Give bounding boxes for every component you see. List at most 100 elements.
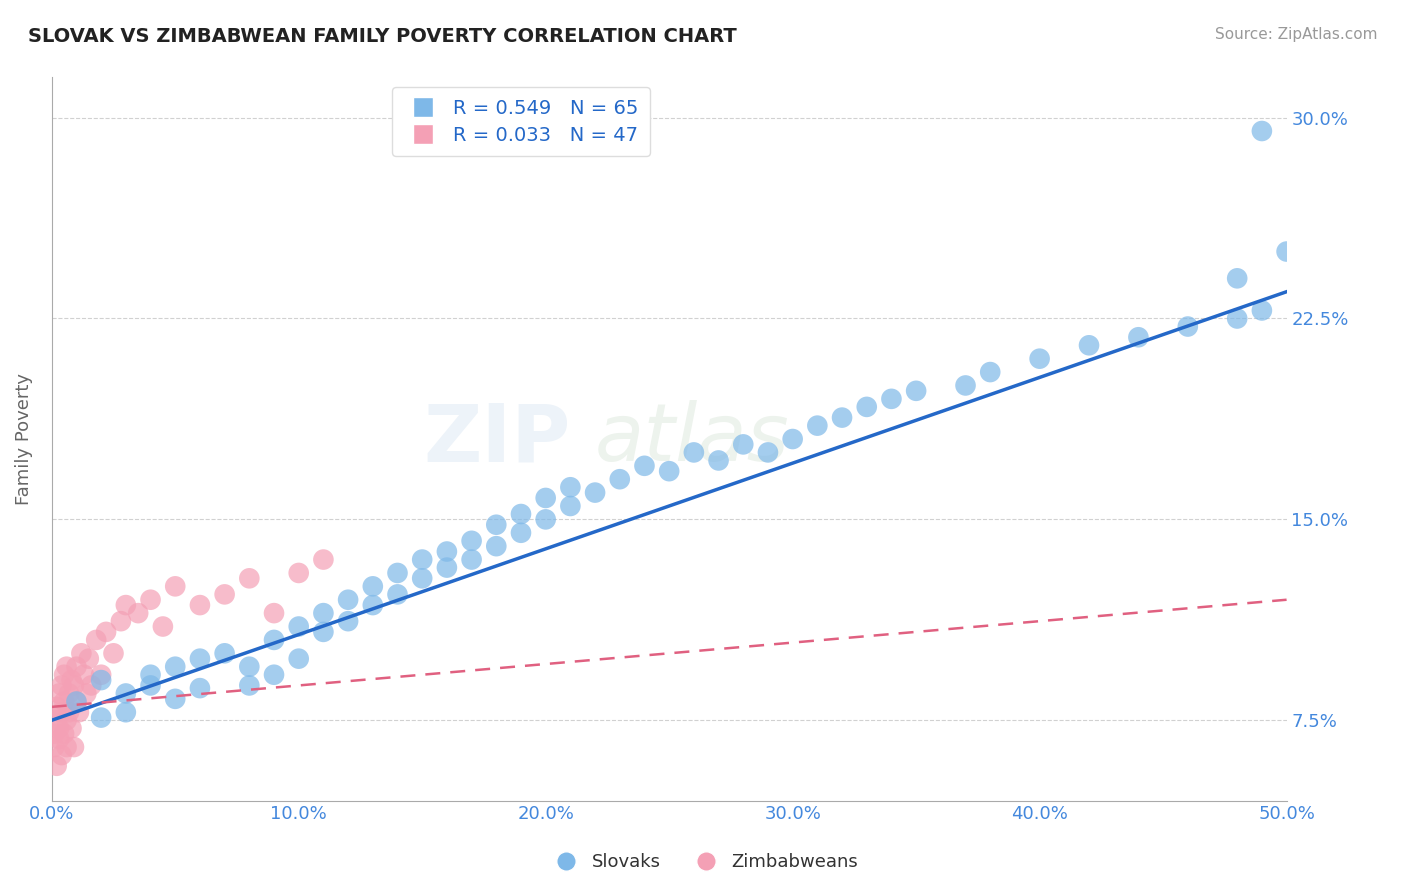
Point <box>387 587 409 601</box>
Point <box>58 705 80 719</box>
Point <box>73 667 96 681</box>
Point <box>90 667 112 681</box>
Point <box>115 598 138 612</box>
Point <box>880 392 903 406</box>
Point <box>165 691 187 706</box>
Point <box>287 619 309 633</box>
Point <box>139 678 162 692</box>
Point <box>51 705 73 719</box>
Point <box>45 759 67 773</box>
Point <box>80 678 103 692</box>
Point <box>683 445 706 459</box>
Point <box>1028 351 1050 366</box>
Point <box>44 740 66 755</box>
Point <box>485 539 508 553</box>
Point <box>90 673 112 687</box>
Point <box>534 512 557 526</box>
Point <box>115 705 138 719</box>
Point <box>44 726 66 740</box>
Point <box>263 667 285 681</box>
Point <box>60 721 83 735</box>
Point <box>287 566 309 580</box>
Point <box>411 552 433 566</box>
Point <box>312 552 335 566</box>
Point <box>48 731 70 746</box>
Point <box>263 632 285 647</box>
Point <box>45 713 67 727</box>
Point <box>510 507 533 521</box>
Point <box>188 598 211 612</box>
Point <box>110 614 132 628</box>
Point <box>48 721 70 735</box>
Point <box>65 694 87 708</box>
Point <box>460 533 482 548</box>
Point <box>1177 319 1199 334</box>
Point <box>263 606 285 620</box>
Point <box>60 673 83 687</box>
Point <box>45 699 67 714</box>
Point <box>53 726 76 740</box>
Point <box>65 659 87 673</box>
Point <box>831 410 853 425</box>
Point <box>90 710 112 724</box>
Point <box>707 453 730 467</box>
Point <box>361 579 384 593</box>
Point <box>337 592 360 607</box>
Point <box>436 560 458 574</box>
Text: atlas: atlas <box>595 400 790 478</box>
Point <box>560 480 582 494</box>
Point <box>75 686 97 700</box>
Point <box>1226 271 1249 285</box>
Point <box>152 619 174 633</box>
Point <box>238 571 260 585</box>
Point <box>1226 311 1249 326</box>
Point <box>58 686 80 700</box>
Point <box>115 686 138 700</box>
Point <box>77 651 100 665</box>
Legend: Slovaks, Zimbabweans: Slovaks, Zimbabweans <box>541 847 865 879</box>
Point <box>165 579 187 593</box>
Point <box>756 445 779 459</box>
Point <box>312 606 335 620</box>
Point <box>51 748 73 763</box>
Point <box>534 491 557 505</box>
Point <box>361 598 384 612</box>
Point <box>103 646 125 660</box>
Point <box>67 705 90 719</box>
Point <box>127 606 149 620</box>
Point <box>65 694 87 708</box>
Text: SLOVAK VS ZIMBABWEAN FAMILY POVERTY CORRELATION CHART: SLOVAK VS ZIMBABWEAN FAMILY POVERTY CORR… <box>28 27 737 45</box>
Point <box>287 651 309 665</box>
Point <box>238 659 260 673</box>
Point <box>188 651 211 665</box>
Point <box>583 485 606 500</box>
Point <box>658 464 681 478</box>
Point <box>1251 124 1274 138</box>
Point <box>165 659 187 673</box>
Point <box>214 587 236 601</box>
Point <box>53 667 76 681</box>
Point <box>436 544 458 558</box>
Point <box>53 694 76 708</box>
Text: ZIP: ZIP <box>423 400 571 478</box>
Point <box>139 592 162 607</box>
Point <box>955 378 977 392</box>
Point <box>84 632 107 647</box>
Point <box>806 418 828 433</box>
Point <box>733 437 755 451</box>
Point <box>510 525 533 540</box>
Point <box>238 678 260 692</box>
Point <box>1128 330 1150 344</box>
Point <box>51 678 73 692</box>
Point <box>905 384 928 398</box>
Point <box>312 624 335 639</box>
Point <box>1275 244 1298 259</box>
Point <box>411 571 433 585</box>
Point <box>48 686 70 700</box>
Y-axis label: Family Poverty: Family Poverty <box>15 373 32 505</box>
Point <box>94 624 117 639</box>
Point <box>214 646 236 660</box>
Text: Source: ZipAtlas.com: Source: ZipAtlas.com <box>1215 27 1378 42</box>
Point <box>979 365 1001 379</box>
Point <box>609 472 631 486</box>
